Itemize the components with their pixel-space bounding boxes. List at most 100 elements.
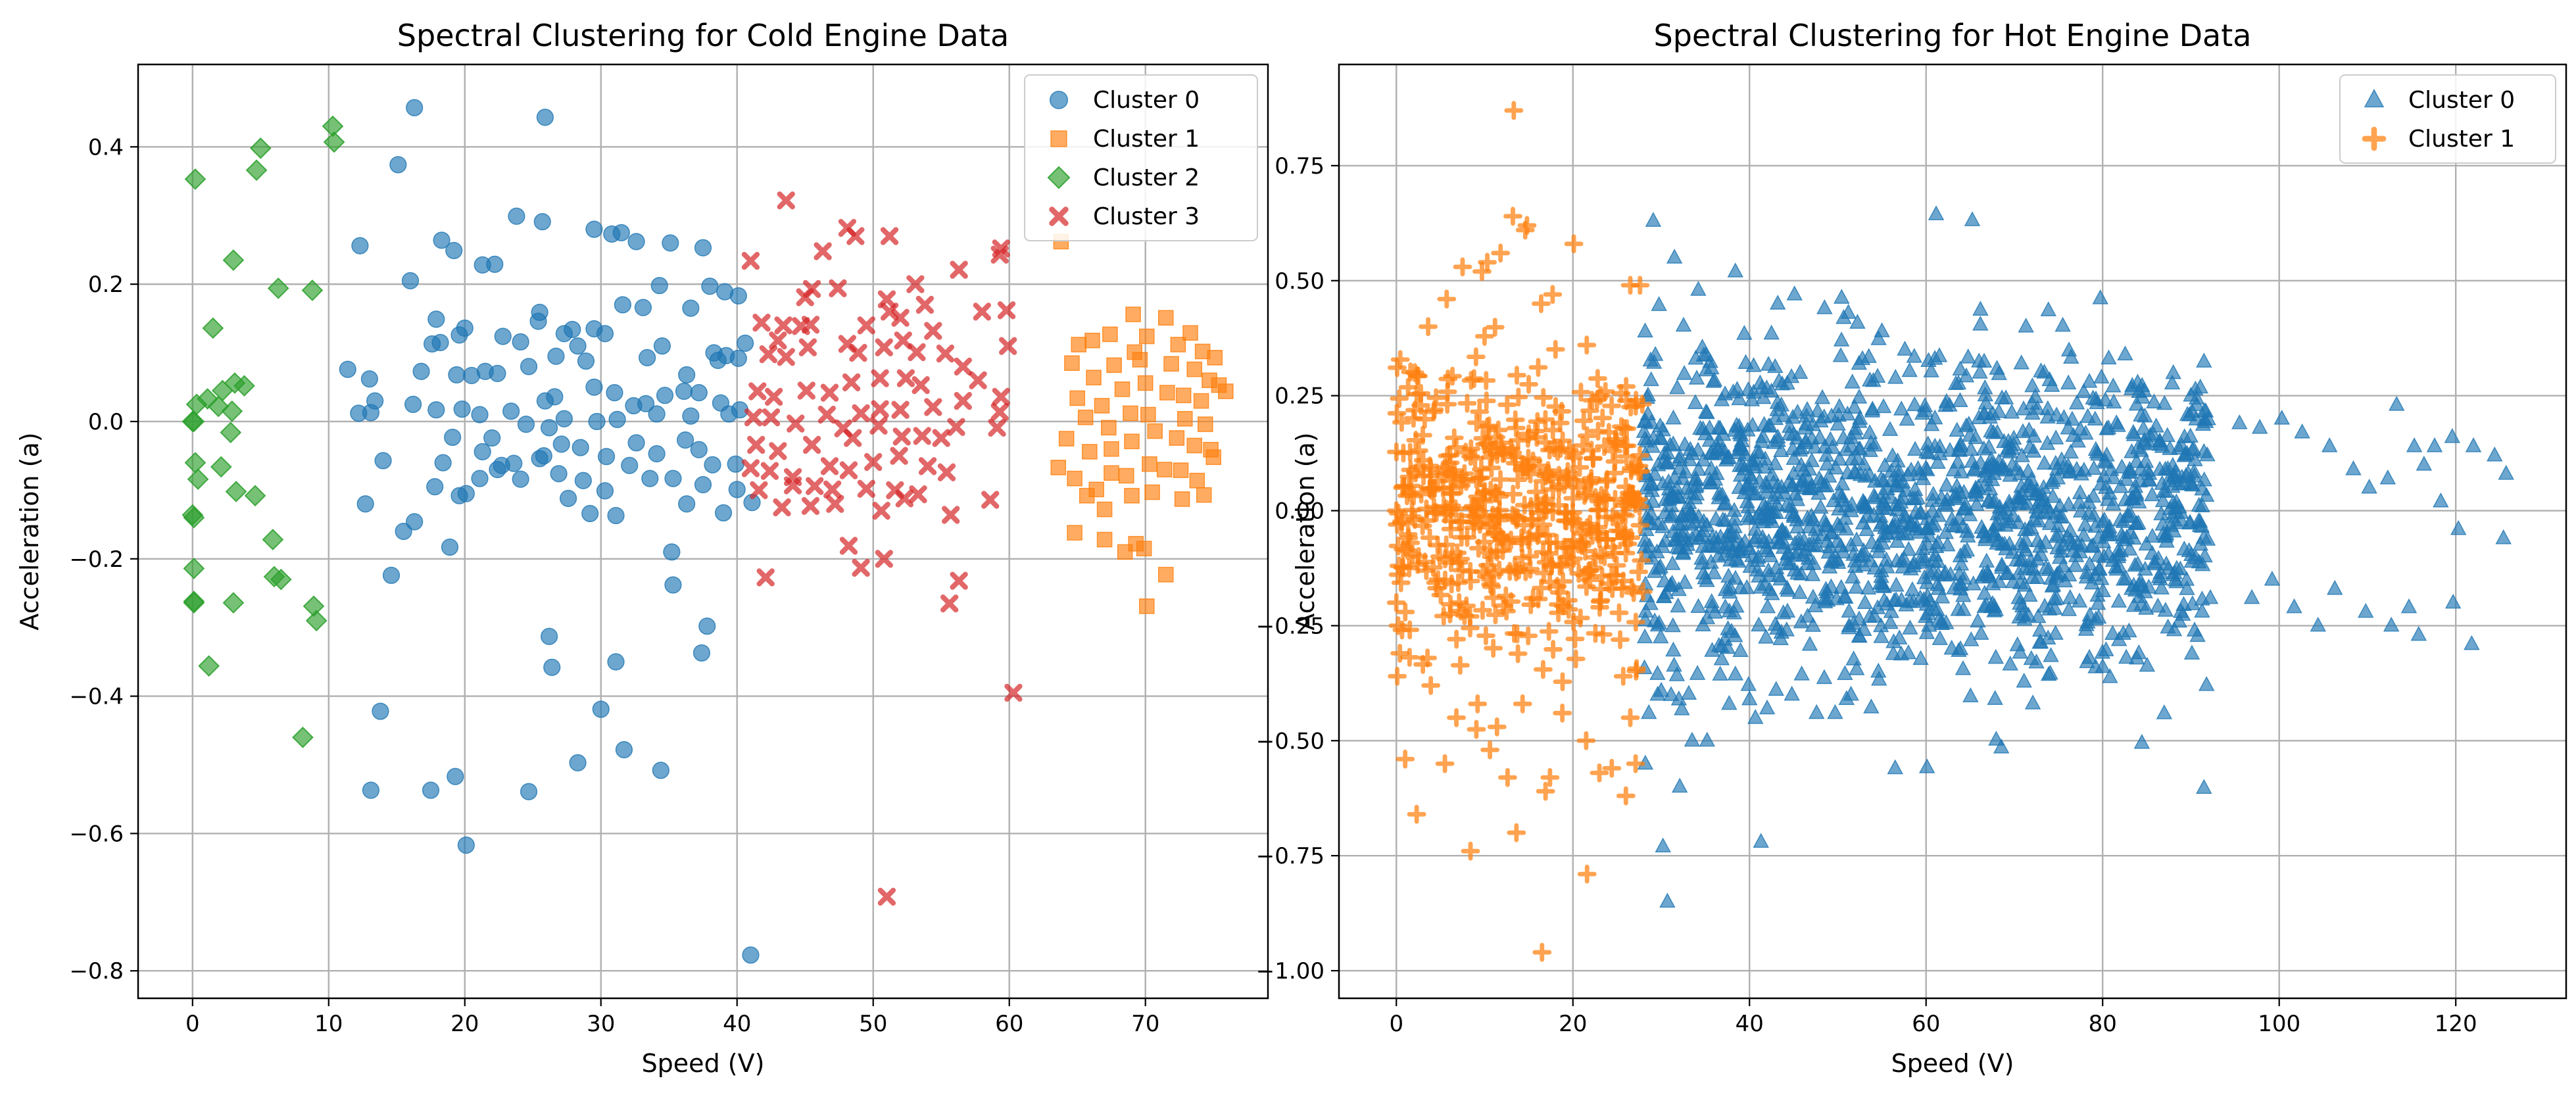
hot-point-cluster-0: [1713, 650, 1730, 666]
hot-point-cluster-0: [1976, 523, 1992, 539]
hot-point-cluster-0: [1978, 552, 1995, 568]
cold-point-cluster-1: [1177, 410, 1193, 427]
cold-point-cluster-2: [197, 388, 218, 410]
cold-point-cluster-0: [637, 395, 655, 412]
cold-point-cluster-1: [1082, 444, 1098, 460]
hot-legend-label: Cluster 0: [2408, 87, 2515, 114]
hot-point-cluster-0: [2012, 465, 2029, 481]
hot-point-cluster-1: [1564, 530, 1583, 550]
hot-point-cluster-1: [1442, 496, 1461, 516]
cold-point-cluster-0: [351, 237, 369, 255]
hot-point-cluster-1: [1505, 447, 1525, 467]
hot-point-cluster-1: [1487, 542, 1507, 562]
cold-point-cluster-3: [992, 387, 1010, 406]
hot-point-cluster-0: [1824, 439, 1841, 454]
cold-point-cluster-0: [729, 287, 747, 304]
cold-point-cluster-3: [918, 457, 937, 475]
hot-point-cluster-0: [1970, 612, 1986, 628]
hot-point-cluster-1: [1463, 497, 1483, 516]
cold-point-cluster-0: [444, 428, 462, 447]
hot-point-cluster-0: [2068, 394, 2085, 410]
cold-point-cluster-0: [450, 326, 468, 344]
cold-point-cluster-0: [664, 576, 682, 594]
hot-point-cluster-0: [1931, 347, 1948, 362]
hot-series-0: [1636, 205, 2514, 908]
hot-point-cluster-0: [2264, 570, 2281, 586]
hot-marks: [1386, 101, 2514, 962]
hot-point-cluster-0: [2012, 552, 2029, 567]
hot-point-cluster-0: [1640, 704, 1657, 719]
cold-point-cluster-3: [777, 191, 795, 210]
hot-point-cluster-0: [1888, 576, 1905, 592]
hot-point-cluster-0: [2495, 529, 2512, 545]
hot-point-cluster-0: [1923, 416, 1940, 431]
hot-point-cluster-0: [2051, 548, 2068, 564]
cold-y-tick-label: −0.4: [69, 684, 124, 710]
hot-point-cluster-1: [1537, 525, 1557, 545]
hot-point-cluster-1: [1480, 740, 1499, 760]
hot-point-cluster-0: [1637, 430, 1653, 446]
hot-point-cluster-0: [1793, 665, 1810, 681]
hot-point-cluster-0: [1665, 409, 1682, 425]
cold-point-cluster-3: [773, 498, 791, 517]
cold-point-cluster-1: [1157, 310, 1174, 326]
hot-point-cluster-1: [1481, 575, 1501, 595]
hot-point-cluster-0: [2310, 616, 2327, 632]
cold-point-cluster-1: [1205, 449, 1222, 466]
hot-point-cluster-0: [1898, 596, 1914, 612]
cold-point-cluster-3: [880, 303, 899, 321]
hot-point-cluster-0: [2174, 606, 2191, 621]
hot-point-cluster-0: [1849, 314, 1866, 329]
hot-point-cluster-0: [1805, 554, 1822, 570]
hot-point-cluster-0: [1883, 462, 1900, 478]
hot-point-cluster-0: [1687, 471, 1704, 487]
hot-point-cluster-0: [2243, 589, 2260, 604]
hot-point-cluster-0: [1852, 466, 1869, 481]
hot-point-cluster-1: [1422, 481, 1442, 500]
hot-point-cluster-0: [2022, 587, 2038, 602]
cold-y-tick-label: −0.2: [69, 546, 124, 573]
cold-point-cluster-3: [954, 391, 972, 410]
hot-point-cluster-0: [2433, 492, 2449, 508]
hot-point-cluster-0: [1981, 438, 1997, 454]
hot-point-cluster-0: [2024, 404, 2041, 420]
cold-point-cluster-0: [486, 255, 504, 273]
hot-point-cluster-0: [1947, 517, 1964, 533]
hot-point-cluster-0: [2152, 564, 2169, 579]
cold-point-cluster-0: [678, 366, 696, 384]
hot-point-cluster-0: [1695, 616, 1711, 632]
hot-point-cluster-0: [2049, 589, 2065, 605]
cold-legend-label: Cluster 0: [1093, 87, 1200, 114]
hot-point-cluster-0: [2097, 453, 2114, 469]
hot-point-cluster-0: [2049, 565, 2066, 581]
hot-point-cluster-1: [1461, 618, 1480, 638]
hot-point-cluster-0: [1907, 396, 1923, 412]
hot-point-cluster-0: [1641, 537, 1658, 552]
hot-point-cluster-1: [1421, 675, 1441, 695]
hot-point-cluster-1: [1570, 608, 1590, 628]
cold-point-cluster-2: [225, 481, 247, 502]
cold-point-cluster-3: [796, 288, 814, 306]
hot-point-cluster-0: [2051, 526, 2067, 542]
hot-point-cluster-0: [1686, 489, 1703, 504]
hot-point-cluster-0: [1784, 476, 1801, 492]
hot-point-cluster-0: [2178, 571, 2195, 586]
hot-point-cluster-0: [1844, 568, 1861, 584]
hot-point-cluster-0: [2118, 570, 2135, 585]
hot-point-cluster-0: [2072, 502, 2089, 518]
hot-point-cluster-0: [1831, 398, 1848, 413]
cold-point-cluster-2: [249, 137, 272, 159]
hot-point-cluster-0: [1924, 502, 1941, 518]
cold-point-cluster-3: [752, 313, 771, 332]
hot-point-cluster-0: [2176, 428, 2193, 443]
hot-point-cluster-0: [1889, 533, 1906, 548]
hot-point-cluster-0: [1791, 584, 1808, 599]
hot-point-cluster-0: [1817, 593, 1834, 608]
hot-point-cluster-0: [2034, 486, 2051, 502]
cold-y-tick-label: 0.4: [88, 134, 124, 160]
hot-point-cluster-1: [1390, 643, 1410, 663]
cold-point-cluster-2: [244, 485, 266, 507]
cold-legend-marker: [1049, 206, 1069, 226]
hot-point-cluster-0: [1851, 388, 1868, 404]
hot-point-cluster-0: [1638, 479, 1654, 495]
